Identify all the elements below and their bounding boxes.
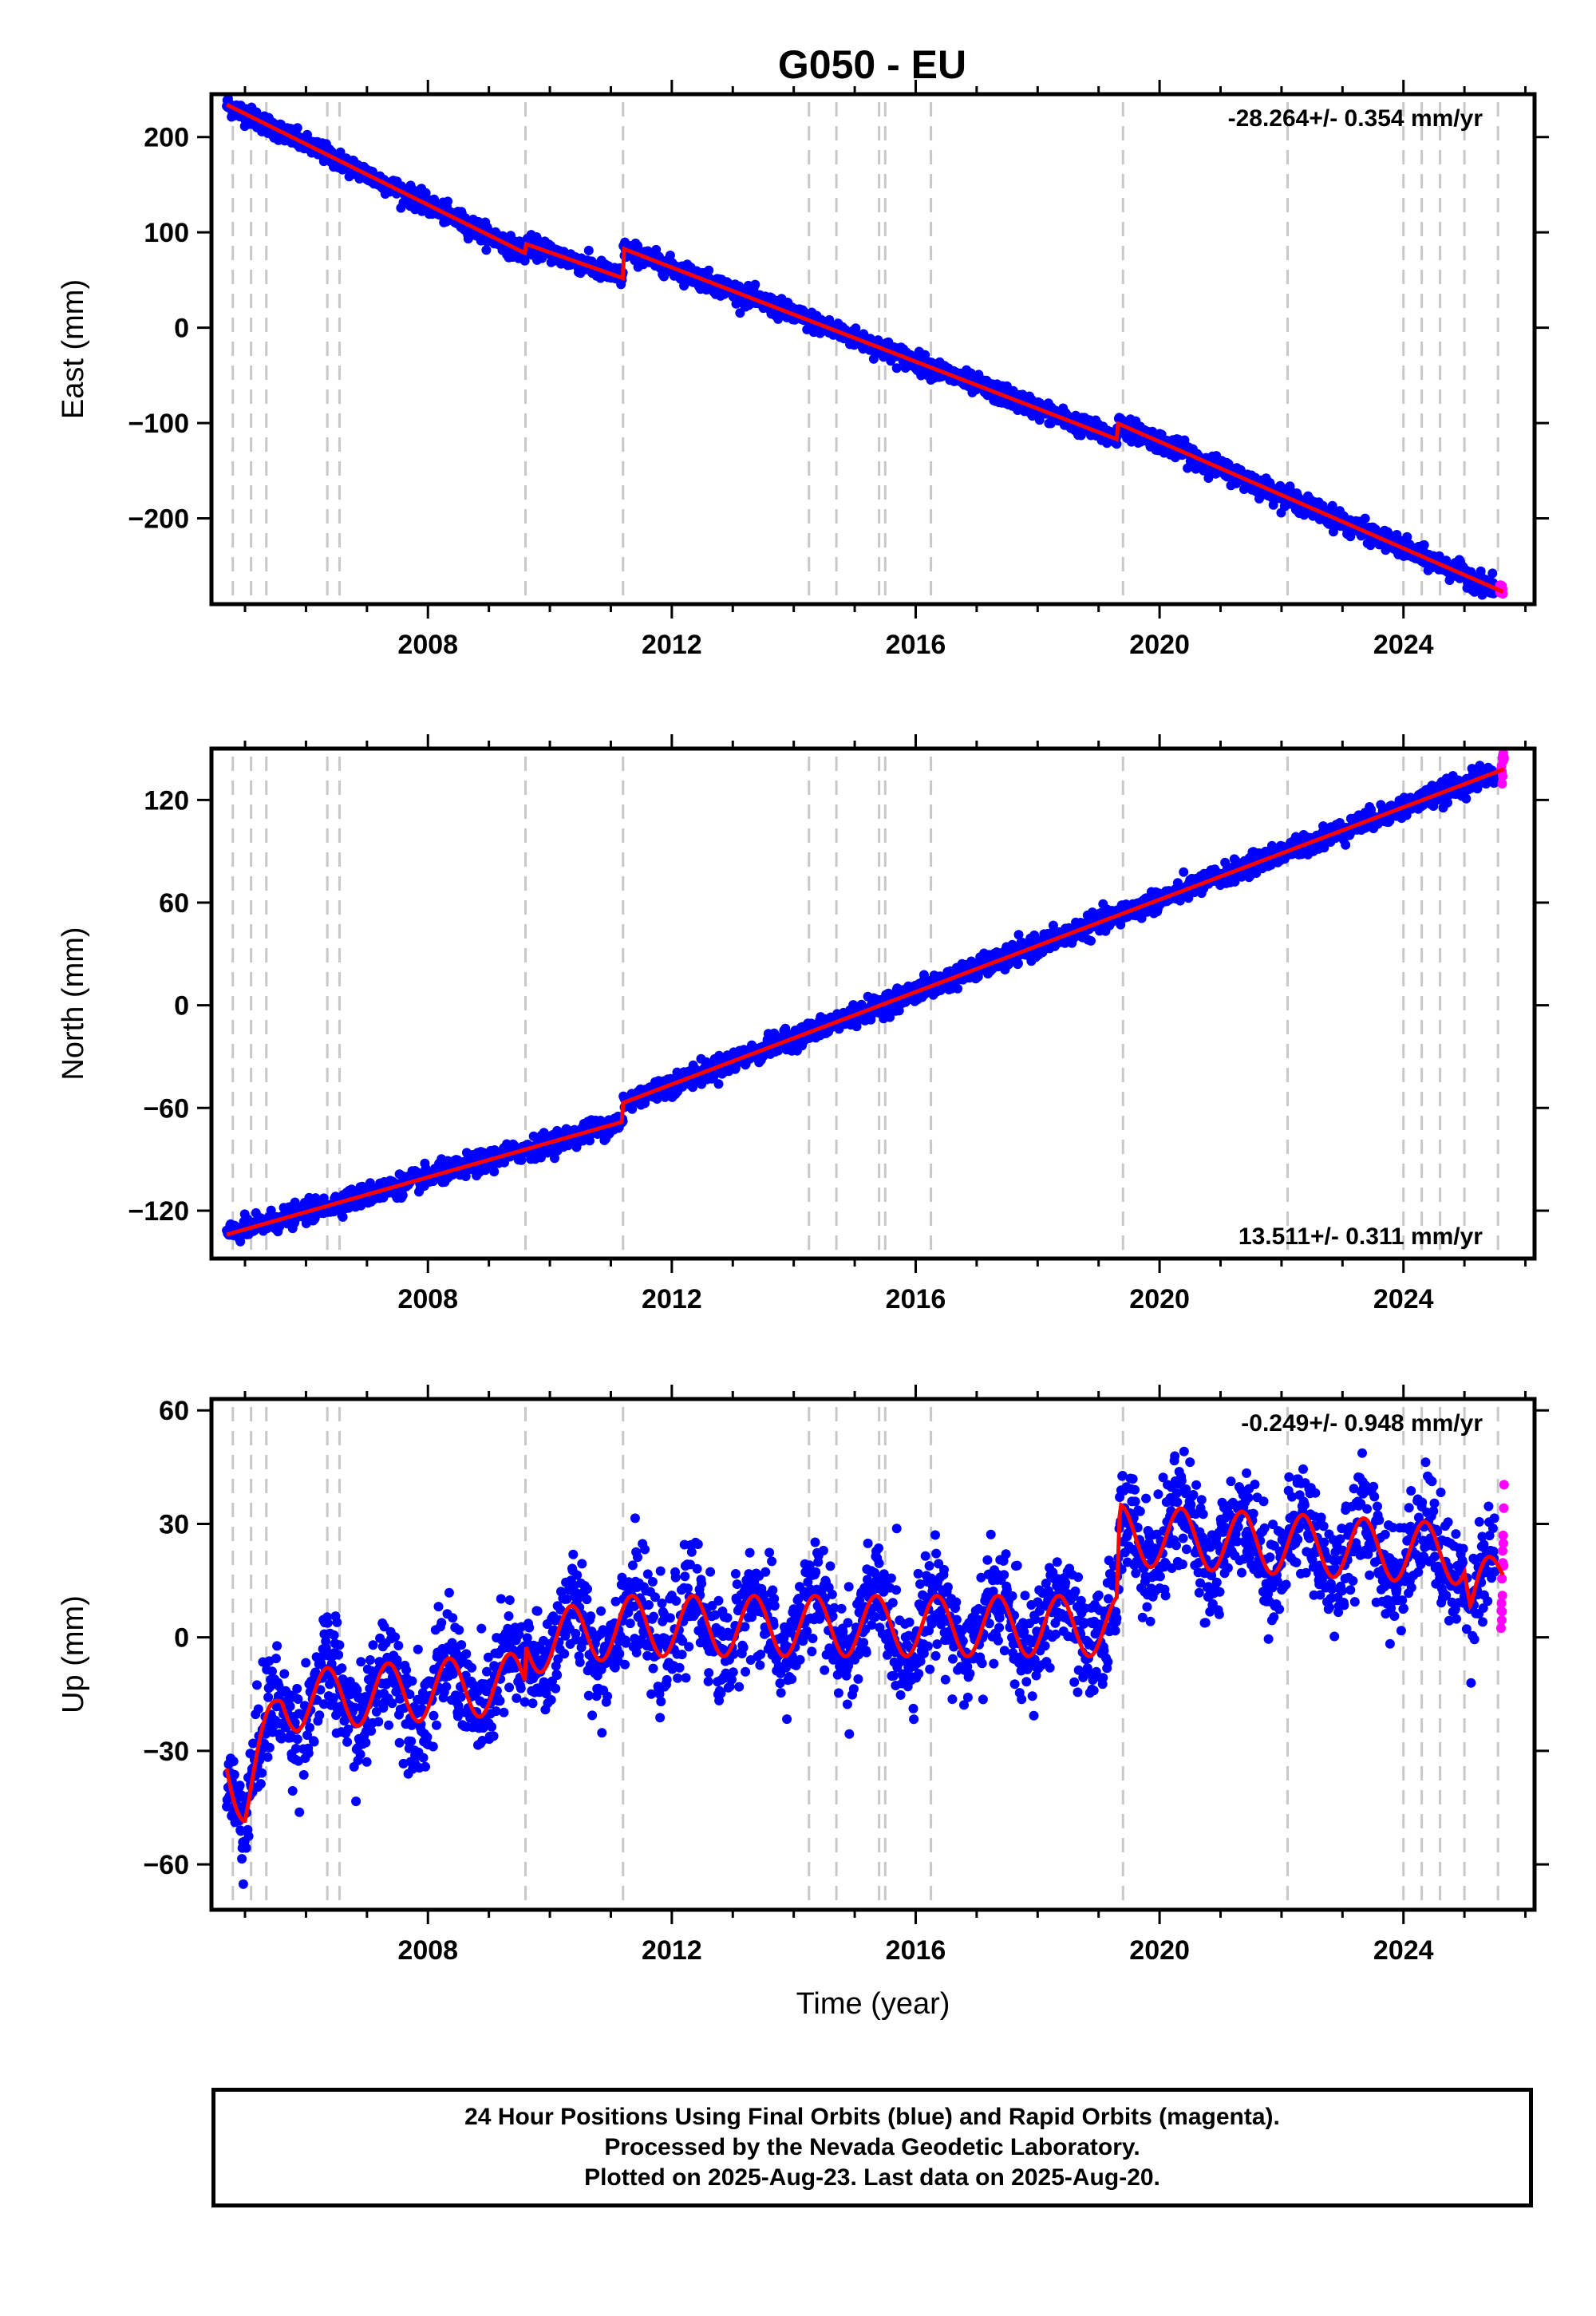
- panel-east: 2008 2012 2016 2020 2024 200 100 0 −100 −200 East …: [57, 80, 1549, 660]
- final-orbit-point: [1487, 568, 1498, 579]
- final-orbit-point: [1179, 867, 1189, 877]
- final-orbit-point: [713, 1079, 724, 1089]
- x-tick-label: 2024: [1373, 630, 1434, 660]
- final-orbit-point: [235, 1236, 246, 1247]
- data-points-north: [222, 749, 1509, 1247]
- final-orbit-point: [851, 323, 861, 334]
- final-orbit-point: [1179, 435, 1190, 445]
- final-orbit-point: [1086, 935, 1096, 946]
- final-orbit-point: [335, 147, 346, 157]
- final-orbit-point: [443, 196, 453, 207]
- chart-title: G050 - EU: [778, 42, 966, 87]
- final-orbit-point: [583, 245, 594, 255]
- final-orbit-point: [1419, 539, 1429, 550]
- final-orbit-point: [1360, 513, 1370, 524]
- velocity-rate-label: -28.264+/- 0.354 mm/yr: [1228, 105, 1483, 132]
- y-tick-label: 0: [174, 314, 189, 344]
- final-orbit-point: [891, 363, 902, 373]
- x-tick-label: 2016: [886, 630, 946, 660]
- final-orbit-point: [704, 265, 714, 275]
- final-orbit-point: [550, 1153, 559, 1164]
- final-orbit-point: [489, 1167, 500, 1177]
- final-orbit-point: [920, 350, 930, 360]
- model-fit-line: [225, 102, 1504, 594]
- plot-frame: [209, 92, 1537, 607]
- final-orbit-point: [659, 271, 669, 282]
- final-orbit-point: [1013, 958, 1023, 969]
- final-orbit-point: [481, 245, 492, 255]
- final-orbit-point: [1402, 532, 1412, 542]
- final-orbit-point: [338, 1211, 348, 1222]
- x-tick-label: 2008: [397, 630, 458, 660]
- final-orbit-point: [750, 279, 760, 290]
- data-points-east: [222, 94, 1508, 600]
- x-tick-label: 2020: [1129, 630, 1190, 660]
- x-tick-label: 2012: [642, 630, 702, 660]
- y-tick-label: −100: [128, 409, 189, 439]
- final-orbit-point: [665, 251, 675, 260]
- y-tick-label: 100: [144, 218, 189, 248]
- final-orbit-point: [1327, 500, 1337, 511]
- final-orbit-point: [953, 983, 963, 994]
- final-orbit-point: [292, 123, 302, 133]
- y-tick-label: −200: [128, 504, 189, 535]
- final-orbit-point: [1112, 439, 1122, 449]
- final-orbit-point: [397, 1190, 408, 1200]
- y-axis-label: East (mm): [57, 279, 90, 419]
- final-orbit-point: [868, 354, 879, 364]
- final-orbit-point: [516, 1155, 527, 1165]
- final-orbit-point: [302, 129, 312, 140]
- final-orbit-point: [266, 1205, 276, 1215]
- y-tick-label: 200: [144, 123, 189, 153]
